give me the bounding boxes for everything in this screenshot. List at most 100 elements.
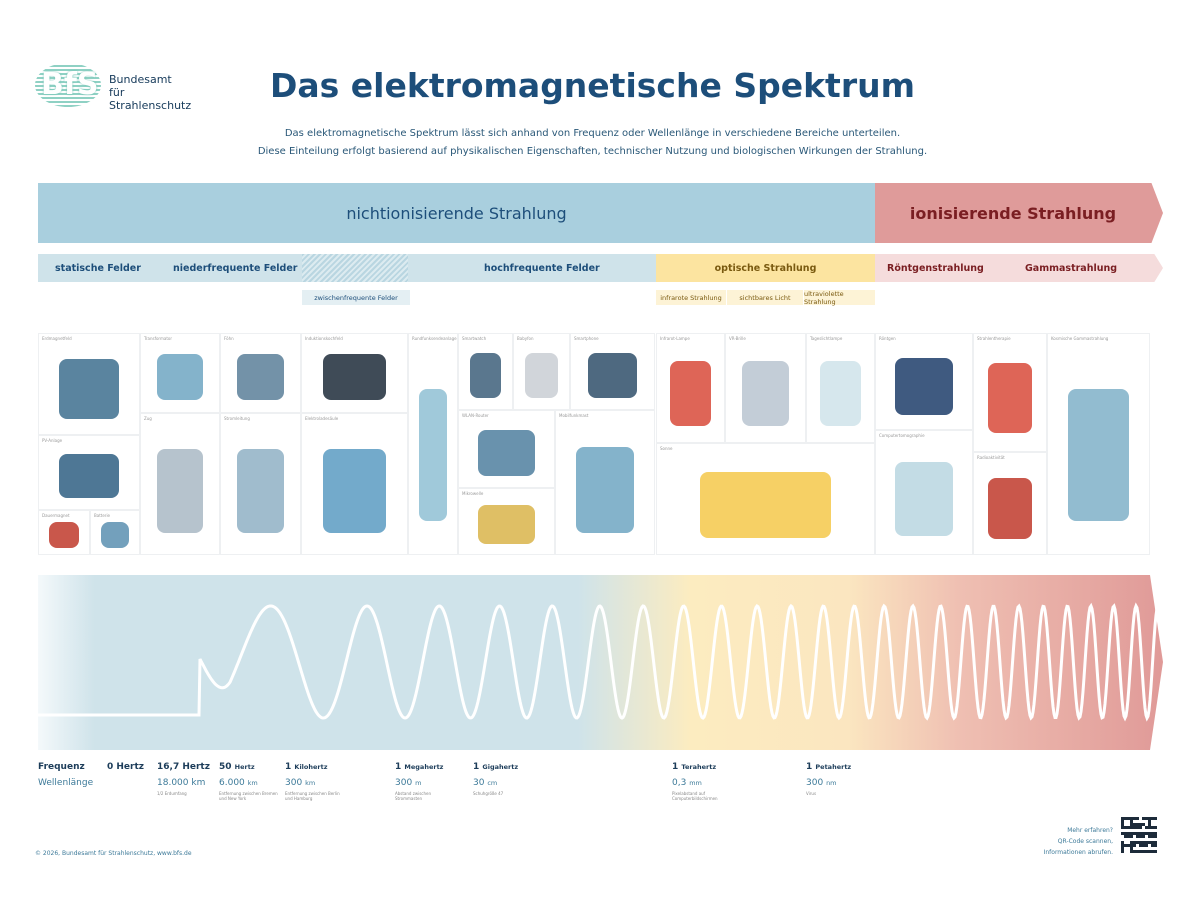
panel-cell-tower: Mobilfunkmast — [555, 410, 655, 555]
wavelength-example: Pixelabstand auf Computerbildschirmen — [672, 791, 718, 801]
panel-baby-monitor: Babyfon — [513, 333, 570, 410]
frequency-value: 1 — [395, 762, 402, 772]
frequency-label: Frequenz — [38, 762, 85, 772]
wavelength-unit: km — [305, 779, 316, 787]
frequency-value: 1 — [285, 762, 292, 772]
smartphone-icon — [587, 352, 638, 398]
panel-label: Rundfunksendeanlage — [412, 336, 457, 341]
transformer-icon — [156, 353, 204, 401]
tv-tower-icon — [418, 389, 448, 521]
panel-router: WLAN-Router — [458, 410, 555, 488]
panel-label: Kosmische Gammastrahlung — [1051, 336, 1109, 341]
subcategory-intermediate: zwischenfrequente Felder — [302, 290, 410, 305]
panel-battery: Batterie — [90, 510, 140, 555]
ct-scanner-icon — [895, 461, 953, 536]
wave-band — [38, 575, 1163, 750]
panel-label: Erdmagnetfeld — [42, 336, 72, 341]
wavelength-unit: m — [415, 779, 422, 787]
panel-train: Zug — [140, 413, 220, 555]
frequency-unit: Terahertz — [681, 763, 717, 771]
wavelength-unit: km — [247, 779, 258, 787]
subcategory-visible: sichtbares Licht — [727, 290, 803, 305]
wavelength-value: 18.000 km — [157, 778, 206, 788]
panel-label: WLAN-Router — [462, 413, 489, 418]
panel-label: Mikrowelle — [462, 491, 484, 496]
panel-vr-headset: VR-Brille — [725, 333, 806, 443]
frequency-unit: Hertz — [234, 763, 255, 771]
frequency-unit: Gigahertz — [482, 763, 519, 771]
hair-dryer-icon — [236, 353, 285, 401]
wavelength-unit: cm — [487, 779, 498, 787]
logo-mark: BfS — [35, 63, 101, 107]
microwave-icon — [478, 505, 535, 545]
panel-label: Radioaktivität — [977, 455, 1005, 460]
panel-cosmic-ray: Kosmische Gammastrahlung — [1047, 333, 1150, 555]
wavelength-example: Virus — [806, 791, 817, 796]
wavelength-example: Abstand zwischen Strommasten — [395, 791, 432, 801]
panel-label: Sonne — [660, 446, 673, 451]
cosmic-ray-icon — [1068, 389, 1129, 521]
ionizing-label: ionisierende Strahlung — [909, 203, 1117, 223]
battery-icon — [100, 521, 130, 548]
panel-smartwatch: Smartwatch — [458, 333, 513, 410]
scale-entry: 50 Hertz 6.000 km Entfernung zwischen Br… — [219, 762, 279, 801]
panel-label: Smartwatch — [462, 336, 487, 341]
uv-lamp-icon — [820, 361, 861, 426]
panel-label: Tageslichtlampe — [810, 336, 843, 341]
baby-monitor-icon — [525, 352, 558, 398]
org-name-line2: für Strahlenschutz — [109, 86, 192, 112]
spectrum-gradient — [38, 575, 1163, 750]
non-ionizing-label: nichtionisierende Strahlung — [346, 203, 567, 223]
panel-label: Smartphone — [574, 336, 599, 341]
more-info-line-2: QR-Code scannen, — [1057, 838, 1113, 845]
panel-xray-image: Röntgen — [875, 333, 973, 430]
category-gamma: Gammastrahlung — [1025, 262, 1118, 274]
panel-solar-panel: PV-Anlage — [38, 435, 140, 510]
scale-entry: 1 Kilohertz 300 km Entfernung zwischen B… — [285, 762, 345, 801]
panel-infrared-lamp: Infrarot-Lampe — [656, 333, 725, 443]
wavelength-label: Wellenlänge — [38, 778, 94, 788]
more-info: Mehr erfahren? QR-Code scannen, Informat… — [1000, 825, 1113, 858]
panel-label: Transformator — [144, 336, 173, 341]
earth-icon — [59, 359, 119, 419]
panel-earth: Erdmagnetfeld — [38, 333, 140, 435]
sun-icon — [700, 471, 831, 538]
wavelength-value: 6.000 — [219, 778, 245, 788]
wavelength-value: 0,3 — [672, 778, 687, 788]
panel-label: Elektroladesäule — [305, 416, 339, 421]
frequency-value: 1 — [473, 762, 480, 772]
train-icon — [156, 449, 204, 533]
electric-car-icon — [323, 449, 386, 533]
frequency-value: 50 — [219, 762, 232, 772]
category-xray: Röntgenstrahlung — [887, 262, 984, 274]
panel-ct-scanner: Computertomographie — [875, 430, 973, 555]
vr-headset-icon — [741, 361, 790, 426]
panel-smartphone: Smartphone — [570, 333, 655, 410]
panel-power-pylon: Stromleitung — [220, 413, 301, 555]
wavelength-unit: nm — [826, 779, 837, 787]
frequency-value: 16,7 Hertz — [157, 762, 210, 772]
wavelength-example: 1/2 Erdumfang — [157, 791, 187, 796]
bfs-logo: BfS Bundesamt für Strahlenschutz — [35, 63, 205, 112]
panel-label: Dauermagnet — [42, 513, 70, 518]
category-low-frequency: niederfrequente Felder — [173, 262, 298, 274]
subcategory-uv: ultraviolette Strahlung — [804, 290, 875, 306]
intermediate-hatch — [302, 254, 408, 282]
infrared-lamp-icon — [670, 361, 711, 426]
qr-code[interactable] — [1121, 817, 1157, 853]
router-icon — [478, 430, 535, 476]
logo-letters: BfS — [41, 67, 99, 102]
cell-tower-icon — [575, 446, 635, 533]
ionizing-category-band — [875, 254, 1163, 282]
panel-label: Strahlentherapie — [977, 336, 1011, 341]
panel-label: Föhn — [224, 336, 234, 341]
panel-atom-nucleus: Radioaktivität — [973, 452, 1047, 555]
frequency-value: 1 — [672, 762, 679, 772]
panel-radiotherapy: Strahlentherapie — [973, 333, 1047, 452]
panel-label: PV-Anlage — [42, 438, 63, 443]
panel-tv-tower: Rundfunksendeanlage — [408, 333, 458, 555]
panel-label: Zug — [144, 416, 152, 421]
category-static: statische Felder — [55, 262, 141, 274]
non-ionizing-band: nichtionisierende Strahlung — [38, 183, 875, 243]
panel-label: Mobilfunkmast — [559, 413, 589, 418]
